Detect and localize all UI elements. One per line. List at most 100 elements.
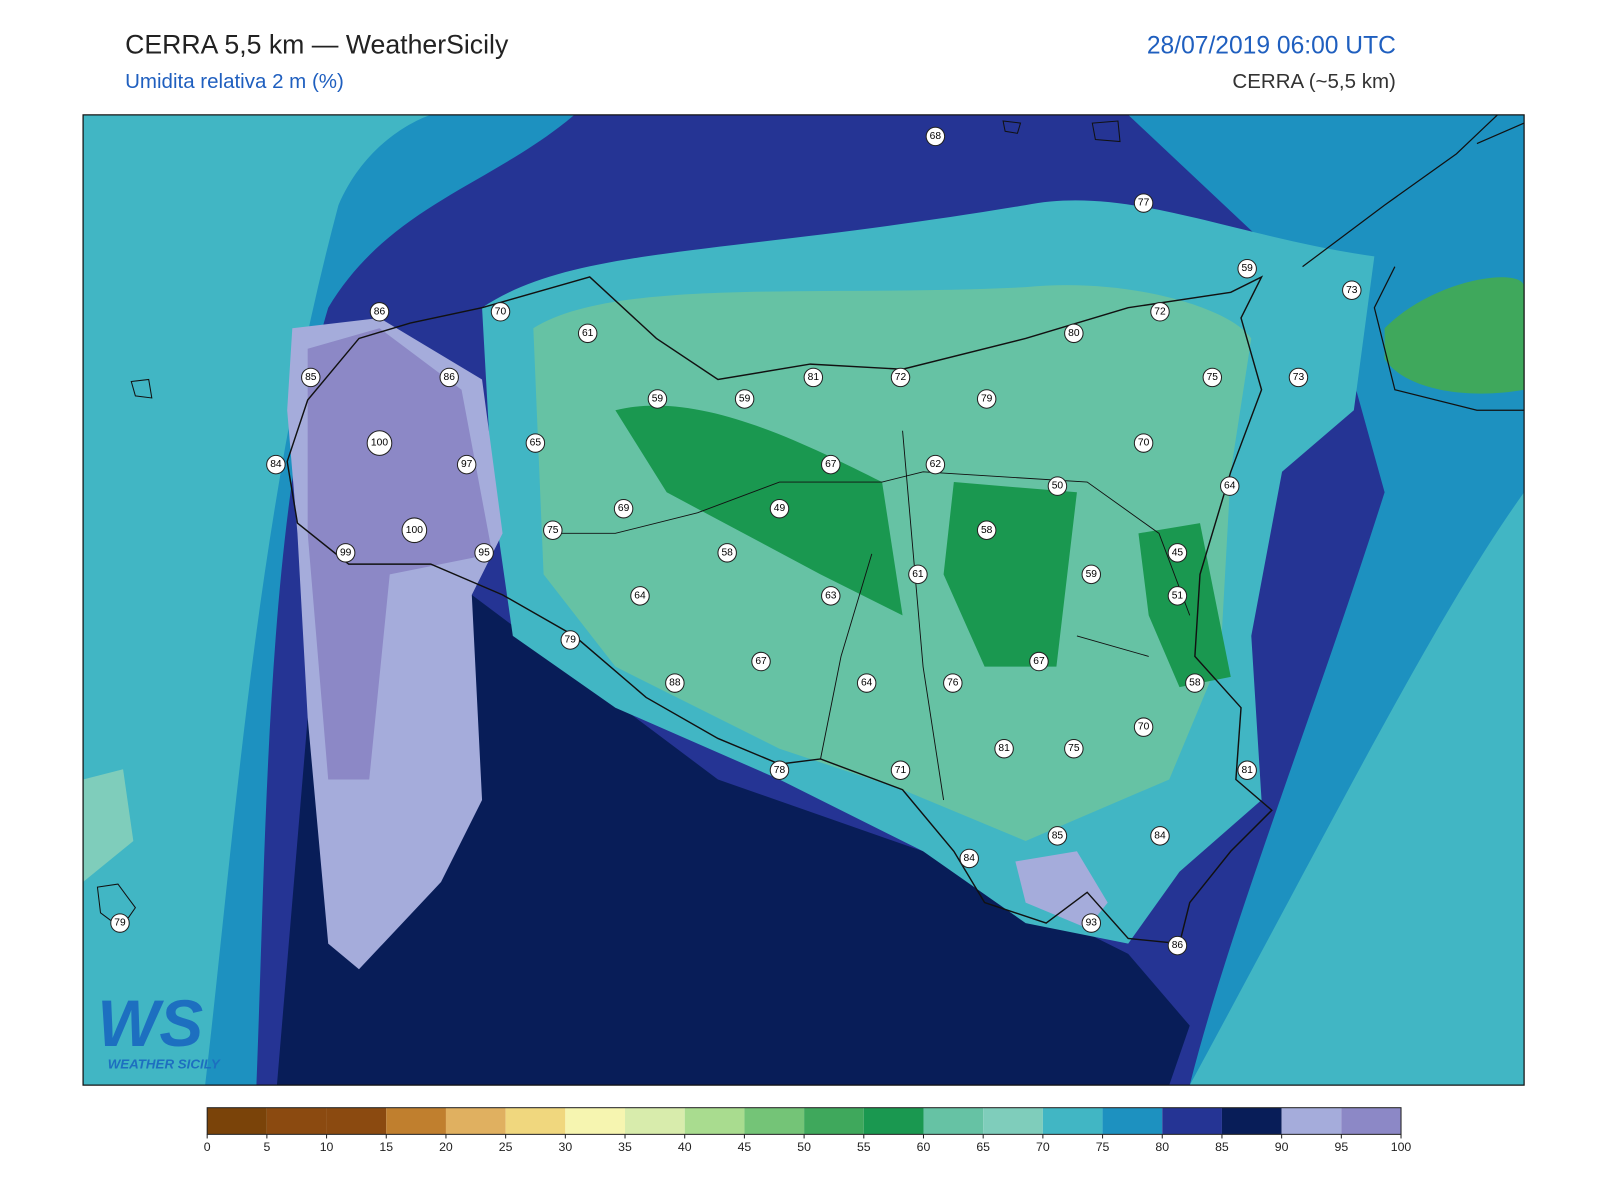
station-value: 49 — [774, 503, 786, 514]
station-value: 79 — [565, 635, 577, 646]
station-value: 84 — [270, 459, 282, 470]
colorbar-swatch — [1042, 1107, 1103, 1135]
station-value: 75 — [547, 525, 559, 536]
colorbar-swatch — [983, 1107, 1043, 1135]
station: 59 — [734, 389, 755, 409]
station: 97 — [456, 454, 477, 475]
station-value: 72 — [895, 372, 907, 383]
station: 45 — [1167, 543, 1188, 563]
station-marker — [490, 302, 511, 322]
station-value: 80 — [1068, 328, 1080, 339]
colorbar-swatch — [266, 1107, 327, 1135]
station: 72 — [890, 367, 911, 388]
station-marker — [1167, 586, 1188, 606]
station-marker — [1219, 476, 1240, 496]
station-value: 77 — [1138, 198, 1150, 209]
station: 78 — [769, 760, 790, 780]
station-value: 100 — [406, 525, 423, 536]
colorbar-swatch — [863, 1107, 924, 1135]
logo: WS WEATHER SICILY — [97, 987, 220, 1072]
station: 58 — [1185, 673, 1205, 693]
station-value: 58 — [981, 525, 993, 536]
station: 79 — [110, 913, 130, 933]
station-value: 67 — [1033, 656, 1045, 667]
station-marker — [890, 760, 911, 780]
station-value: 72 — [1154, 306, 1166, 317]
colorbar-tick-label: 90 — [1275, 1140, 1289, 1154]
colorbar-swatch — [744, 1107, 805, 1135]
station: 59 — [647, 389, 668, 409]
station-value: 85 — [305, 372, 317, 383]
map: WS WEATHER SICILY 68 77 59 73 72 80 86 70 61 85 86… — [82, 114, 1525, 1086]
station: 49 — [769, 498, 790, 519]
colorbar-tick-label: 80 — [1155, 1140, 1169, 1154]
colorbar-swatch — [1281, 1107, 1342, 1135]
station-marker — [856, 673, 877, 693]
station-marker — [803, 367, 824, 388]
colorbar-tick-label: 75 — [1096, 1140, 1110, 1154]
colorbar-tick-label: 20 — [439, 1140, 453, 1154]
station: 95 — [474, 543, 494, 563]
station-value: 59 — [1241, 263, 1253, 274]
station: 86 — [1167, 935, 1188, 956]
station-value: 86 — [444, 372, 456, 383]
station: 51 — [1167, 586, 1188, 606]
station-marker — [110, 913, 130, 933]
station-value: 81 — [1241, 765, 1253, 776]
station-marker — [734, 389, 755, 409]
station: 67 — [1029, 651, 1049, 672]
station-value: 65 — [530, 438, 542, 449]
station-marker — [474, 543, 494, 563]
station-value: 63 — [825, 590, 837, 601]
station-marker — [1167, 935, 1188, 956]
station-marker — [994, 738, 1014, 759]
station-marker — [543, 520, 563, 540]
station-marker — [1047, 826, 1068, 846]
station: 84 — [1150, 826, 1170, 846]
station-marker — [1167, 543, 1188, 563]
colorbar-tick-label: 50 — [797, 1140, 811, 1154]
station-marker — [1150, 302, 1170, 322]
station: 61 — [908, 564, 928, 585]
logo-mark: WS — [97, 987, 203, 1060]
station: 70 — [490, 302, 511, 322]
colorbar-swatch — [565, 1107, 626, 1135]
station-marker — [821, 586, 841, 606]
station: 79 — [560, 630, 580, 650]
station: 76 — [943, 673, 963, 693]
station: 86 — [369, 302, 390, 322]
colorbar-swatch — [505, 1107, 566, 1135]
datetime: 28/07/2019 06:00 UTC — [1147, 32, 1396, 59]
station-value: 95 — [478, 547, 490, 558]
station-marker — [717, 543, 737, 563]
station: 65 — [525, 433, 546, 453]
station-marker — [577, 323, 598, 344]
station-value: 100 — [371, 438, 388, 449]
station-marker — [769, 760, 790, 780]
station-value: 51 — [1172, 590, 1184, 601]
station: 100 — [401, 517, 428, 544]
station: 64 — [630, 586, 650, 606]
station: 64 — [856, 673, 877, 693]
station: 79 — [976, 389, 997, 409]
station: 69 — [613, 498, 634, 519]
model: CERRA (~5,5 km) — [1232, 70, 1395, 93]
station-value: 62 — [930, 459, 942, 470]
station-value: 64 — [861, 678, 873, 689]
station: 72 — [1150, 302, 1170, 322]
station-marker — [1133, 433, 1154, 453]
station-marker — [665, 673, 685, 693]
station-value: 64 — [634, 590, 646, 601]
station-marker — [1237, 760, 1257, 780]
station-marker — [630, 586, 650, 606]
logo-name: WEATHER SICILY — [108, 1057, 221, 1072]
colorbar-tick-label: 100 — [1391, 1140, 1412, 1154]
station: 75 — [1064, 738, 1084, 759]
station: 59 — [1081, 564, 1102, 585]
station-value: 45 — [1172, 547, 1184, 558]
title: CERRA 5,5 km — WeatherSicily — [125, 29, 509, 59]
station-marker — [1133, 717, 1154, 737]
station-value: 79 — [114, 918, 126, 929]
colorbar-swatch — [804, 1107, 864, 1135]
station-marker — [976, 520, 997, 540]
